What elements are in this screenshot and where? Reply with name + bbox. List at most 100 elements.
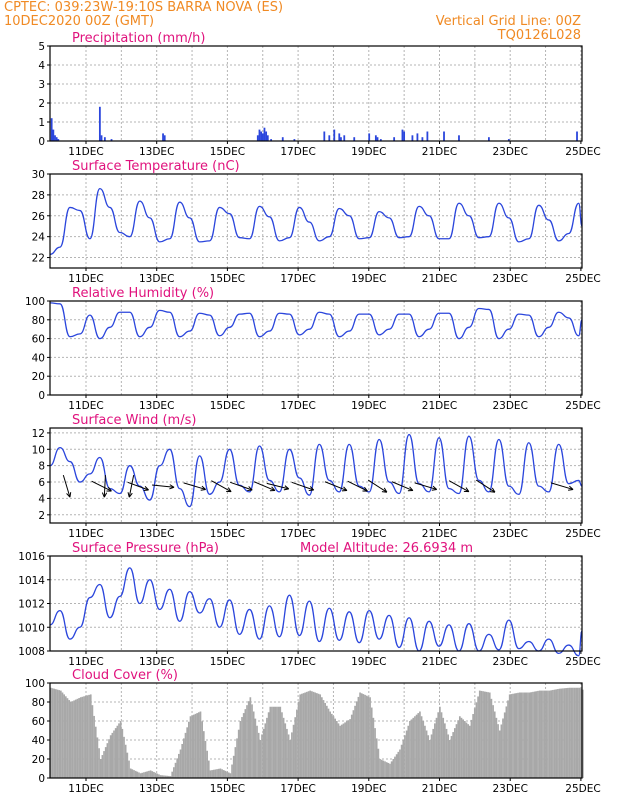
cloud-bar — [84, 695, 87, 778]
cloud-bar — [111, 732, 114, 778]
wind-xtick-label: 23DEC — [492, 528, 527, 540]
cloud-bar — [520, 692, 523, 778]
cloud-bar — [367, 696, 370, 778]
wind-x-axis: 11DEC 13DEC 15DEC 17DEC 19DEC 21DEC 23DEC 25DEC — [68, 523, 601, 540]
cloud-bar — [532, 691, 534, 778]
cloud-bar — [192, 714, 195, 778]
cloud-bar — [354, 705, 356, 778]
cloud-bar — [119, 721, 122, 778]
pressure-xtick-label: 25DEC — [565, 656, 600, 668]
cloud-bar — [159, 775, 162, 778]
cloud-bar — [334, 718, 336, 778]
cloud-bar — [176, 758, 179, 778]
cloud-bar — [372, 717, 375, 778]
wind-arrow — [127, 481, 149, 491]
cloud-bar — [420, 716, 423, 778]
pressure-title: Surface Pressure (hPa) — [72, 541, 219, 556]
cloud-bar — [216, 769, 218, 778]
cloud-bar — [292, 724, 295, 778]
cloud-bar — [322, 700, 325, 778]
cloud-bar — [493, 711, 496, 778]
cloud-bar — [104, 747, 107, 778]
cloud-bar — [153, 771, 155, 778]
cloud-bar — [577, 687, 579, 778]
pressure-xtick-label: 21DEC — [422, 656, 457, 668]
cloud-bar — [304, 692, 307, 778]
cloud-bar — [582, 689, 584, 778]
cloud-xtick-label: 19DEC — [351, 783, 386, 795]
precip-bar — [488, 137, 490, 141]
cloud-bar — [548, 690, 551, 778]
cloud-bar — [204, 740, 207, 778]
cloud-bar — [53, 688, 56, 778]
cloud-bar — [126, 752, 129, 778]
cloud-bar — [545, 690, 548, 778]
precip-bar — [353, 137, 356, 141]
cloud-bar — [169, 776, 172, 778]
cloud-bar — [345, 721, 348, 778]
cloud-bar — [537, 690, 539, 778]
cloud-bar — [168, 775, 170, 778]
cloud-bar — [206, 750, 208, 778]
cloud-bar — [251, 704, 253, 778]
cloud-bar — [58, 690, 61, 778]
cloud-bar — [560, 688, 563, 778]
cloud-bar — [458, 716, 461, 778]
cloud-bar — [497, 724, 499, 778]
precip-bar — [576, 131, 578, 141]
precipitation-y-axis: 0 1 2 3 4 5 — [38, 41, 50, 148]
cloud-bar — [237, 729, 240, 778]
precipitation-xtick-label: 19DEC — [351, 146, 386, 158]
cloud-bar — [350, 714, 353, 778]
cloud-bar — [191, 715, 194, 778]
cloud-bar — [64, 696, 67, 778]
wind-arrow — [291, 481, 314, 491]
temperature-frame — [49, 173, 583, 269]
cloud-bar — [264, 723, 267, 778]
cloud-bar — [289, 740, 292, 778]
cloud-bar — [455, 724, 458, 778]
cloud-bar — [189, 716, 192, 778]
cloud-bar — [307, 691, 310, 778]
precip-bar — [163, 135, 166, 141]
cloud-bar — [359, 692, 361, 778]
pressure-xtick-label: 13DEC — [139, 656, 174, 668]
cloud-bar — [395, 754, 398, 778]
cloud-bar — [114, 728, 117, 778]
precip-bar — [258, 129, 261, 141]
cloud-bar — [498, 730, 501, 778]
pressure-xtick-label: 11DEC — [68, 656, 103, 668]
wind-xtick-label: 25DEC — [565, 528, 600, 540]
precip-bar — [55, 137, 58, 141]
wind-arrow — [183, 482, 206, 490]
temperature-x-axis: 11DEC 13DEC 15DEC 17DEC 19DEC 21DEC 23DEC 25DEC — [68, 268, 601, 285]
cloud-bar — [405, 730, 408, 778]
cloud-xtick-label: 21DEC — [422, 783, 457, 795]
wind-arrow-head — [362, 486, 368, 492]
humidity-ytick-label: 40 — [32, 352, 45, 364]
temperature-xtick-label: 19DEC — [351, 273, 386, 285]
cloud-bar — [492, 705, 494, 778]
cloud-bar — [124, 744, 127, 778]
cloud-bar — [166, 775, 169, 778]
pressure-x-axis: 11DEC 13DEC 15DEC 17DEC 19DEC 21DEC 23DEC 25DEC — [68, 651, 601, 668]
wind-arrow — [414, 482, 437, 490]
model-altitude-note: Model Altitude: 26.6934 m — [300, 541, 473, 556]
cloud-bar — [528, 692, 531, 778]
cloud-bar — [392, 759, 395, 778]
cloud-bar — [482, 691, 484, 778]
cloud-bar — [154, 772, 157, 778]
cloud-bar — [419, 711, 421, 778]
cloud-bar — [478, 690, 481, 778]
cloud-bar — [329, 711, 331, 778]
cloud-bar — [460, 717, 463, 778]
cloud-bar — [400, 744, 403, 778]
cloud-bar — [495, 717, 498, 778]
precip-bar — [50, 118, 53, 141]
temperature-ytick-label: 26 — [32, 211, 46, 223]
wind-arrow-head — [431, 485, 438, 491]
precip-bar — [323, 131, 326, 141]
cloud-bar — [173, 767, 175, 778]
cloud-ytick-label: 100 — [25, 678, 45, 690]
precip-bar — [110, 139, 113, 141]
